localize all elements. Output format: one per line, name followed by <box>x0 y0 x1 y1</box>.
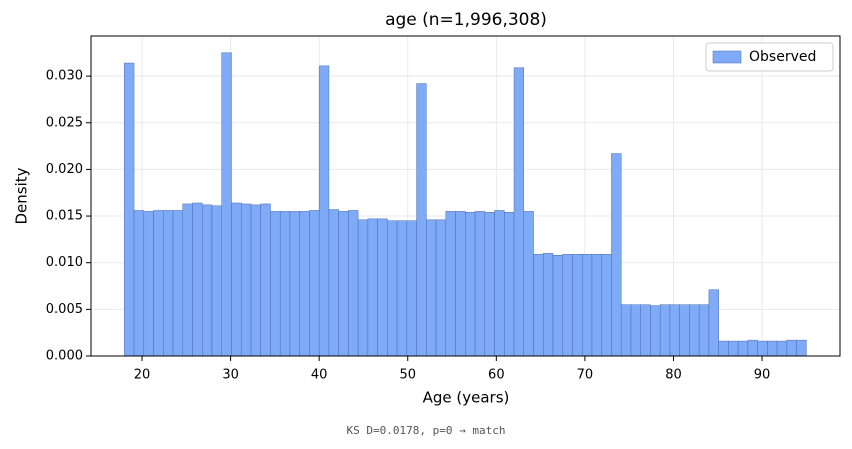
bar <box>387 220 398 357</box>
x-axis-label: Age (years) <box>423 389 510 407</box>
plot-frame <box>90 35 841 357</box>
bar <box>669 304 680 357</box>
bar <box>572 254 583 357</box>
bar <box>640 304 651 357</box>
bar <box>182 203 193 357</box>
x-tick-label: 60 <box>488 368 505 383</box>
bar <box>533 254 544 357</box>
bar <box>299 211 310 357</box>
bar <box>435 219 447 357</box>
bar <box>737 340 749 357</box>
bar <box>328 209 339 357</box>
bar <box>543 253 554 357</box>
x-tick-label: 90 <box>754 368 771 383</box>
bar <box>757 340 768 357</box>
x-tick-label: 20 <box>134 368 151 383</box>
bar <box>591 254 602 357</box>
bar <box>240 203 252 357</box>
y-tick-label: 0.010 <box>46 255 83 270</box>
y-tick-label: 0.000 <box>46 349 83 364</box>
bar <box>767 340 778 357</box>
bar <box>348 210 359 357</box>
bar <box>416 83 427 357</box>
x-tick-label: 80 <box>665 368 682 383</box>
bar <box>718 340 729 357</box>
legend-label: Observed <box>749 49 816 65</box>
bar <box>153 210 164 357</box>
bar <box>289 211 300 357</box>
bar <box>747 339 758 357</box>
bar <box>426 219 437 357</box>
x-tick-label: 50 <box>399 368 416 383</box>
bar <box>250 204 261 357</box>
bar <box>513 67 525 357</box>
bar <box>630 304 641 357</box>
bar <box>338 211 349 357</box>
bar <box>689 304 700 357</box>
bar <box>406 220 417 357</box>
bar <box>620 304 632 357</box>
bar <box>504 212 515 357</box>
bar <box>474 211 486 357</box>
bar <box>708 289 719 357</box>
legend-swatch <box>712 50 742 64</box>
y-tick-label: 0.005 <box>46 302 83 317</box>
bar <box>318 65 330 357</box>
bar <box>796 339 807 357</box>
bar <box>776 340 788 357</box>
bar <box>202 204 213 357</box>
bar <box>698 304 710 357</box>
bar <box>192 202 203 357</box>
bar <box>611 153 622 357</box>
bar <box>445 211 456 357</box>
bar <box>309 210 320 357</box>
y-tick-label: 0.025 <box>46 115 83 130</box>
bar <box>231 202 242 357</box>
bar <box>396 220 408 357</box>
bar <box>279 211 291 357</box>
bar <box>133 210 145 357</box>
bar <box>143 211 154 357</box>
bar <box>494 210 505 357</box>
legend-box <box>705 42 834 72</box>
bar <box>659 304 671 357</box>
y-axis-label: Density <box>13 167 31 224</box>
bar <box>728 340 739 357</box>
y-tick-label: 0.030 <box>46 69 83 84</box>
y-tick-label: 0.020 <box>46 162 83 177</box>
bar <box>465 212 476 357</box>
bar <box>601 254 612 357</box>
bar <box>650 305 661 357</box>
bar <box>260 203 271 357</box>
bar <box>484 212 495 357</box>
y-tick-label: 0.015 <box>46 209 83 224</box>
bar <box>357 219 369 357</box>
bar <box>523 211 534 357</box>
bar <box>270 211 281 357</box>
bar <box>377 218 388 357</box>
bar <box>552 254 564 357</box>
bar <box>679 304 690 357</box>
bar <box>124 62 135 357</box>
chart-title: age (n=1,996,308) <box>385 10 547 30</box>
bar <box>163 210 174 357</box>
bar <box>786 339 797 357</box>
x-tick-label: 40 <box>311 368 328 383</box>
bar <box>581 254 593 357</box>
footnote: KS D=0.0178, p=0 → match <box>347 424 506 437</box>
bar <box>221 52 232 357</box>
bar <box>172 210 184 357</box>
bar <box>455 211 466 357</box>
bar <box>367 218 378 357</box>
bar <box>211 205 222 357</box>
x-tick-label: 30 <box>222 368 239 383</box>
x-tick-label: 70 <box>577 368 594 383</box>
bar <box>562 254 573 357</box>
